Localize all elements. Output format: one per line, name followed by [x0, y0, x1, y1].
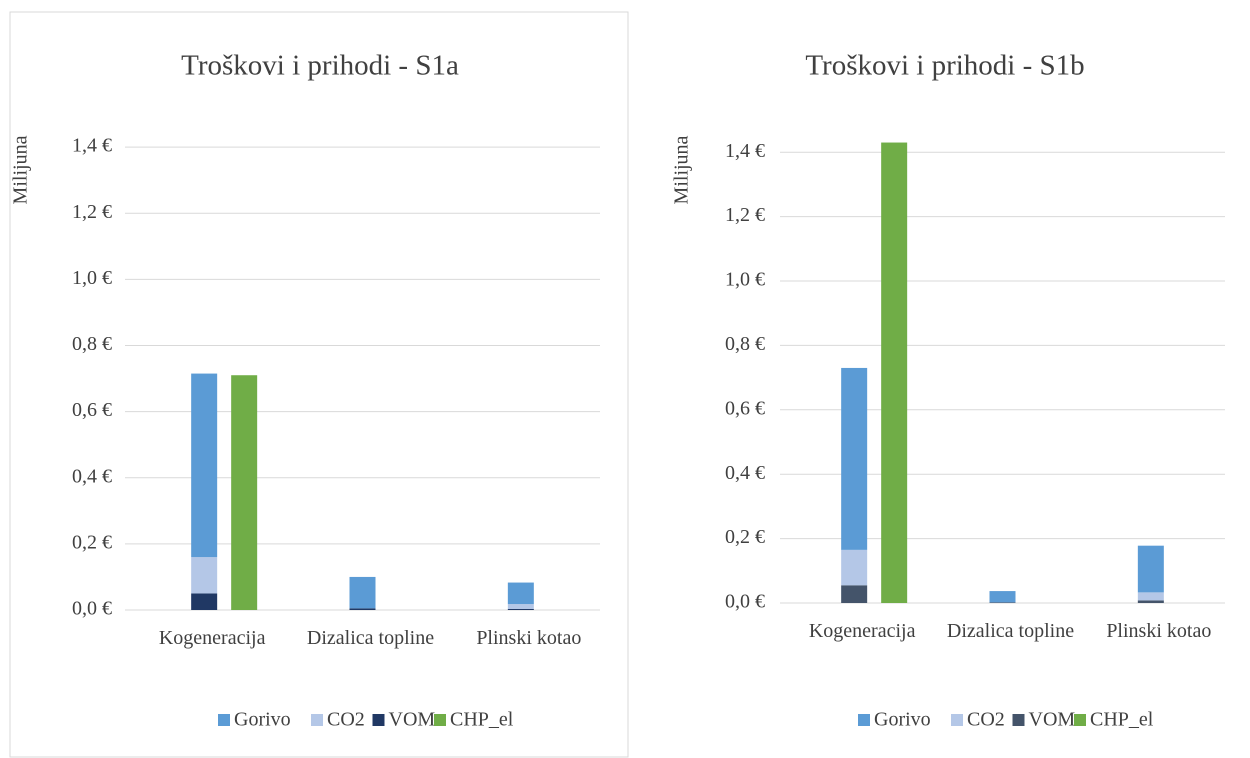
- bar-segment: [1137, 600, 1164, 603]
- y-tick-label: 0,6 €: [725, 397, 765, 419]
- y-tick-label: 1,2 €: [725, 204, 765, 226]
- bar-segment: [191, 373, 218, 558]
- bar-segment: [349, 576, 376, 609]
- y-tick-label: 0,4 €: [725, 462, 765, 484]
- bar-segment: [841, 549, 868, 586]
- x-tick-label: Plinski kotao: [476, 627, 582, 649]
- legend-label: Gorivo: [874, 709, 931, 731]
- bar-segment: [507, 604, 534, 610]
- legend-label: CHP_el: [1090, 709, 1154, 731]
- y-tick-label: 0,0 €: [72, 598, 112, 620]
- bar-segment: [507, 609, 534, 610]
- bar-segment: [989, 602, 1016, 603]
- legend-label: CHP_el: [450, 709, 514, 731]
- y-tick-label: 1,2 €: [72, 201, 112, 223]
- x-tick-label: Dizalica topline: [306, 627, 435, 649]
- legend-label: Gorivo: [234, 709, 291, 731]
- chart-title: Troškovi i prihodi - S1b: [805, 50, 1084, 82]
- bar-segment: [1137, 592, 1164, 601]
- legend-swatch: [1074, 714, 1086, 726]
- y-tick-label: 0,4 €: [72, 465, 112, 487]
- bar-segment: [881, 142, 908, 604]
- y-tick-label: 1,0 €: [72, 267, 112, 289]
- bar-segment: [1137, 545, 1164, 593]
- y-tick-label: 0,0 €: [725, 591, 765, 613]
- bar-segment: [231, 375, 258, 610]
- y-tick-label: 0,8 €: [725, 333, 765, 355]
- panel-border: [631, 11, 1250, 758]
- y-axis-label: Milijuna: [10, 135, 32, 204]
- y-tick-label: 0,6 €: [72, 399, 112, 421]
- y-tick-label: 0,2 €: [72, 531, 112, 553]
- legend-swatch: [858, 714, 870, 726]
- bar-segment: [191, 557, 218, 594]
- legend-swatch: [372, 714, 385, 726]
- legend-label: CO2: [967, 709, 1005, 731]
- chart-title: Troškovi i prihodi - S1a: [181, 50, 459, 82]
- x-tick-label: Kogeneracija: [158, 627, 266, 649]
- bar-segment: [191, 593, 218, 610]
- x-tick-label: Kogeneracija: [808, 620, 916, 642]
- y-tick-label: 1,4 €: [72, 135, 112, 157]
- bar-segment: [989, 591, 1016, 603]
- legend-swatch: [218, 714, 230, 726]
- panel-border: [9, 11, 629, 758]
- legend-swatch: [311, 714, 323, 726]
- legend-swatch: [434, 714, 446, 726]
- x-tick-label: Dizalica topline: [946, 620, 1075, 642]
- legend-label: VOM: [389, 709, 436, 731]
- y-tick-label: 0,8 €: [72, 333, 112, 355]
- legend-label: VOM: [1029, 709, 1076, 731]
- x-tick-label: Plinski kotao: [1106, 620, 1212, 642]
- y-axis-label: Milijuna: [671, 135, 693, 204]
- y-tick-label: 1,4 €: [725, 140, 765, 162]
- bar-segment: [349, 608, 376, 610]
- bar-segment: [841, 367, 868, 550]
- legend-label: CO2: [327, 709, 365, 731]
- bar-segment: [507, 582, 534, 605]
- bar-segment: [841, 585, 868, 603]
- y-tick-label: 0,2 €: [725, 526, 765, 548]
- legend-swatch: [951, 714, 963, 726]
- legend-swatch: [1012, 714, 1025, 726]
- y-tick-label: 1,0 €: [725, 269, 765, 291]
